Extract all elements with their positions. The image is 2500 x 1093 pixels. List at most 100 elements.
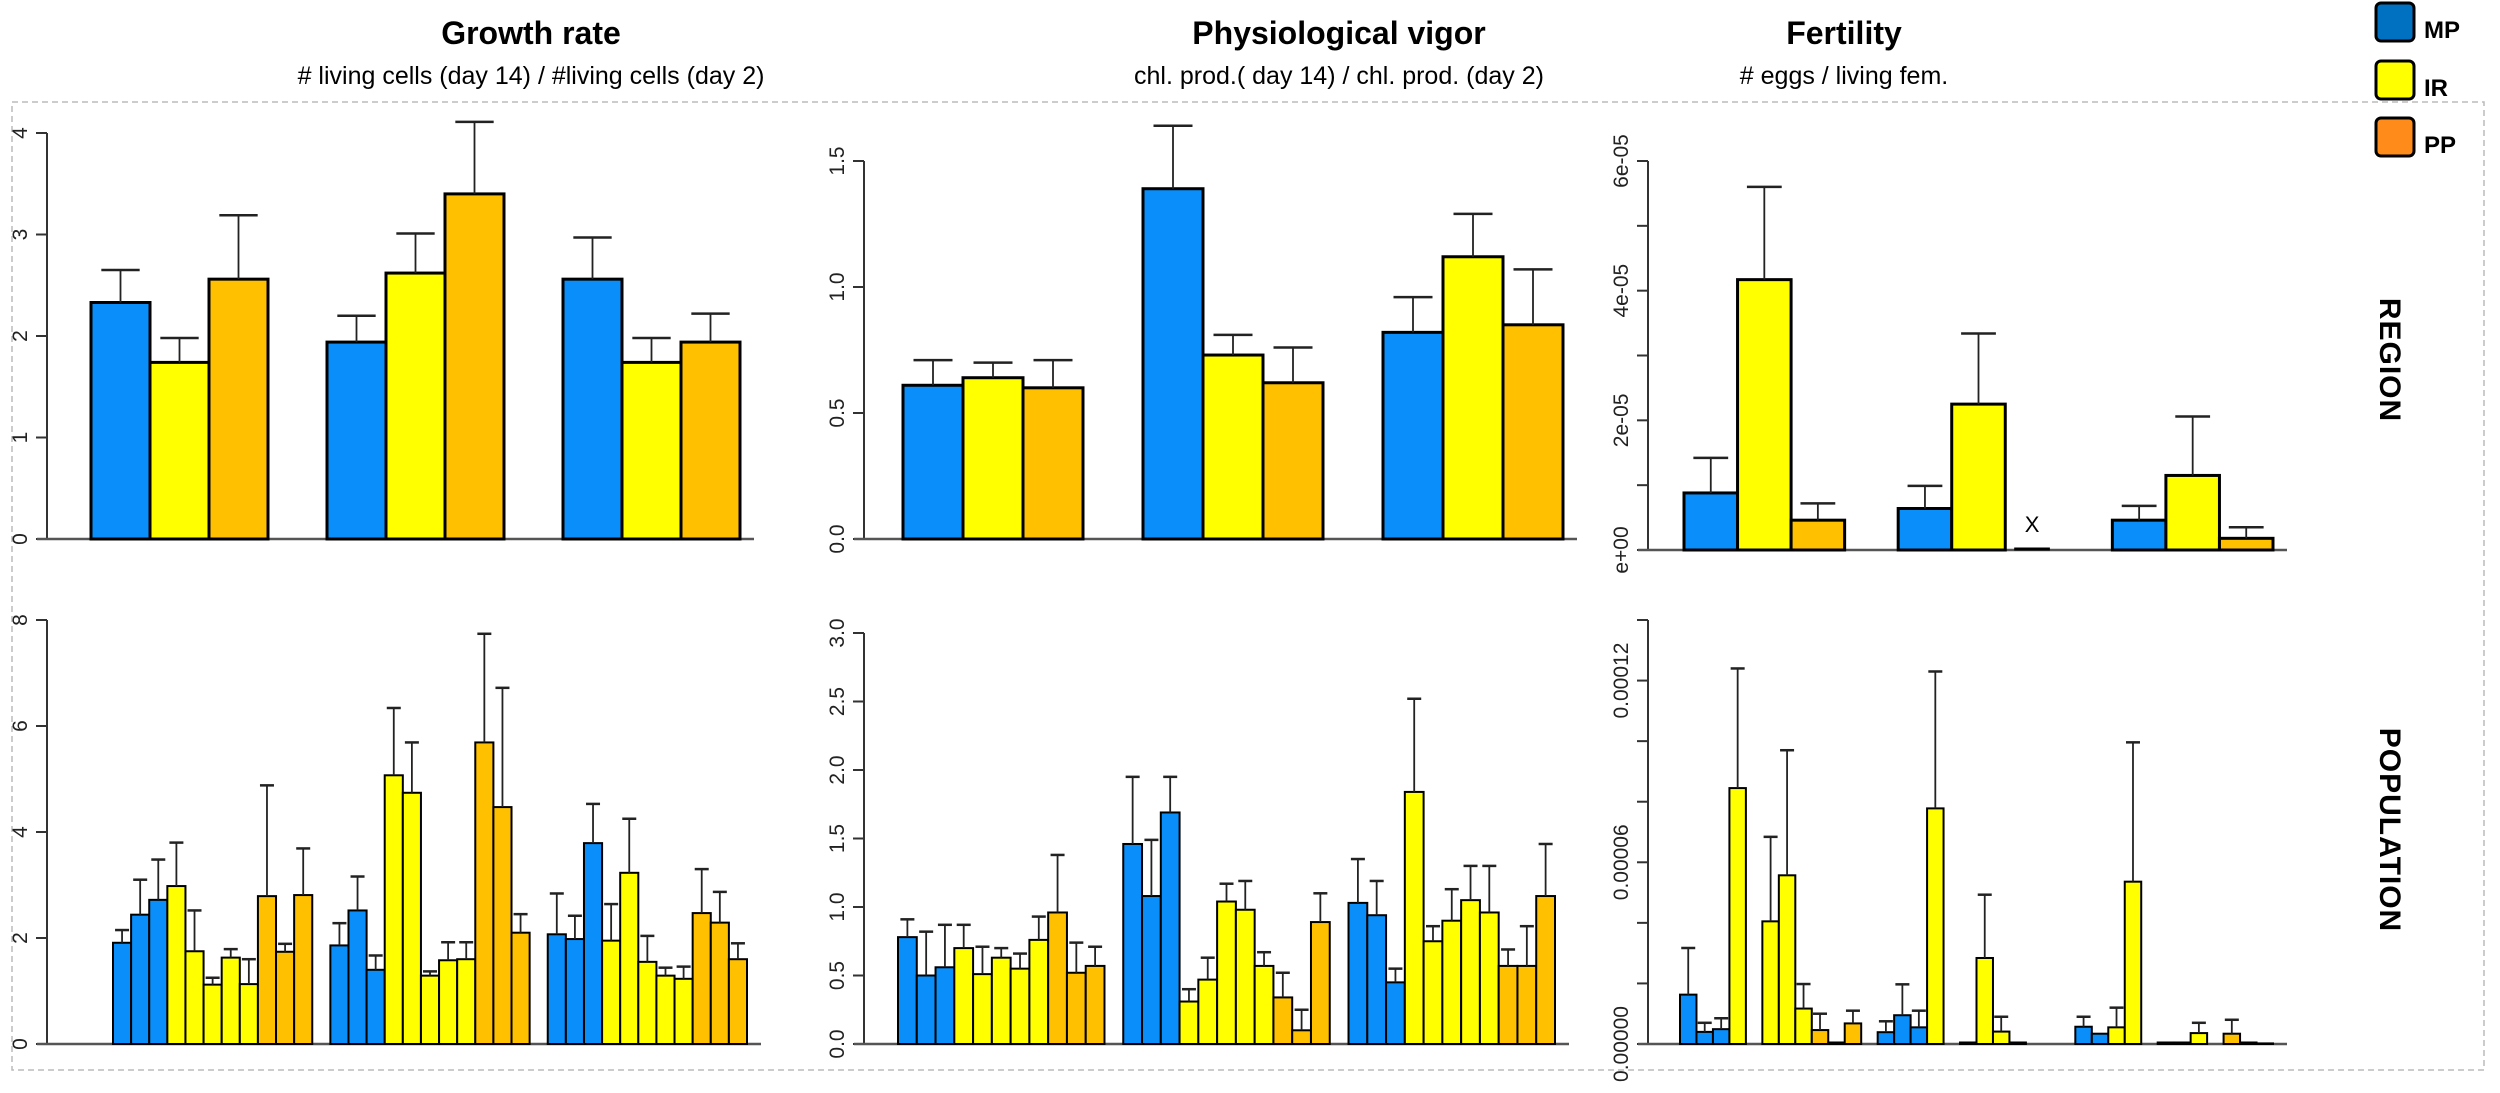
bar-mp <box>582 842 604 1045</box>
y-tick-label: 1.5 <box>826 824 849 853</box>
bar-ir <box>238 983 259 1045</box>
bar-pp <box>1047 911 1068 1045</box>
bar-pp <box>691 912 712 1046</box>
y-tick-label: 0.0 <box>826 1029 849 1058</box>
bar-ir <box>1178 1000 1200 1046</box>
bar-ir <box>1201 353 1265 541</box>
bar-ir <box>419 974 441 1046</box>
bar-ir <box>601 939 622 1046</box>
bar-pp <box>293 894 314 1045</box>
chart-growth-population: 0 2 4 6 8 <box>9 614 761 1050</box>
bar-mp <box>1141 895 1162 1045</box>
y-tick-label: 0.5 <box>826 398 849 427</box>
y-tick-label: 2 <box>9 932 32 944</box>
bar-ir <box>1728 787 1747 1045</box>
bar-pp <box>1272 996 1294 1045</box>
bar-mp <box>1893 1014 1912 1046</box>
bar-ir <box>1926 807 1945 1045</box>
bar-mp <box>1381 330 1445 541</box>
bar-pp <box>443 192 506 541</box>
bar-mp <box>2090 1032 2110 1046</box>
bar-pp <box>727 958 749 1046</box>
y-tick-label: 0.00012 <box>1610 643 1633 719</box>
bar-pp <box>1535 895 1556 1045</box>
y-tick-label: 2 <box>9 330 32 342</box>
bar-ir <box>1009 967 1031 1046</box>
bar-ir <box>456 958 477 1046</box>
bar-mp <box>347 909 368 1045</box>
bar-ir <box>202 983 223 1046</box>
y-tick-label: 1.5 <box>826 146 849 175</box>
bar-pp <box>2255 1042 2275 1046</box>
bar-ir <box>1253 964 1275 1045</box>
bar-pp <box>679 340 742 541</box>
y-tick-label: e+00 <box>1610 526 1633 573</box>
bar-pp <box>275 950 296 1046</box>
y-tick-label: 3.0 <box>826 618 849 647</box>
y-tick-label: 1.0 <box>826 272 849 301</box>
bar-ir <box>1441 919 1463 1046</box>
bar-mp <box>325 340 388 541</box>
row-label-population: POPULATION <box>2373 728 2406 932</box>
row-label-region: REGION <box>2373 298 2406 422</box>
bar-mp <box>1141 187 1205 541</box>
subtitle-physiological-vigor: chl. prod.( day 14) / chl. prod. (day 2) <box>1134 62 1544 90</box>
chart-vigor-region: 0.0 0.5 1.0 1.5 <box>826 124 1577 554</box>
bar-mp <box>1909 1026 1929 1046</box>
bar-mp <box>1682 491 1740 552</box>
bar-ir <box>1441 255 1505 541</box>
bar-ir <box>1460 899 1481 1046</box>
bar-ir <box>1777 874 1797 1046</box>
y-tick-label: 6e-05 <box>1610 134 1633 188</box>
bar-mp <box>1876 1031 1896 1046</box>
y-tick-label: 2.5 <box>826 687 849 716</box>
bar-pp <box>1810 1029 1830 1046</box>
bar-pp <box>1827 1041 1846 1046</box>
bar-ir <box>1028 938 1050 1046</box>
bar-pp <box>1309 921 1331 1046</box>
y-tick-label: 0.00006 <box>1610 824 1633 900</box>
subtitle-growth-rate: # living cells (day 14) / #living cells … <box>298 62 765 90</box>
bar-pp <box>474 741 495 1045</box>
bar-mp <box>1122 842 1144 1045</box>
bar-ir <box>620 360 683 541</box>
missing-data-marker: X <box>2025 512 2040 537</box>
panel-frame <box>11 101 2485 1071</box>
bar-pp <box>1843 1022 1863 1045</box>
bar-ir <box>1234 908 1256 1045</box>
panels: 0 1 2 3 4 0.0 0.5 1.0 1.5 e+00 2e-05 4e-05 6e-05 X 0 2 4… <box>9 120 2287 1082</box>
title-growth-rate: Growth rate <box>441 15 621 51</box>
bar-mp <box>564 938 585 1045</box>
bar-ir <box>1794 1007 1813 1046</box>
bar-ir <box>166 885 187 1045</box>
y-tick-label: 0 <box>9 533 32 545</box>
bar-mp <box>934 966 956 1046</box>
bar-mp <box>1679 993 1698 1045</box>
bar-mp <box>1366 914 1388 1045</box>
bar-pp <box>1516 964 1538 1045</box>
bar-mp <box>130 913 151 1045</box>
bar-ir <box>2164 473 2221 552</box>
bar-ir <box>220 956 241 1045</box>
bar-pp <box>1501 323 1565 541</box>
y-tick-label: 0.5 <box>826 961 849 990</box>
bar-pp <box>492 806 513 1046</box>
bar-pp <box>510 931 531 1046</box>
bar-mp <box>1347 901 1369 1046</box>
bar-ir <box>1216 900 1237 1046</box>
bar-ir <box>619 871 640 1045</box>
bar-ir <box>1950 402 2007 552</box>
bar-mp <box>1385 981 1406 1045</box>
bar-mp <box>561 277 624 541</box>
bar-pp <box>1789 518 1847 552</box>
y-tick-label: 8 <box>9 614 32 626</box>
bar-ir <box>2123 880 2143 1045</box>
bar-ir <box>637 960 658 1045</box>
bar-mp <box>1896 507 1954 552</box>
y-tick-label: 1 <box>9 432 32 444</box>
bar-pp <box>1065 971 1087 1046</box>
bar-ir <box>2008 1041 2027 1046</box>
chart-fertility-population: 0.00000 0.00006 0.00012 <box>1610 619 2287 1082</box>
bar-ir <box>961 376 1025 541</box>
